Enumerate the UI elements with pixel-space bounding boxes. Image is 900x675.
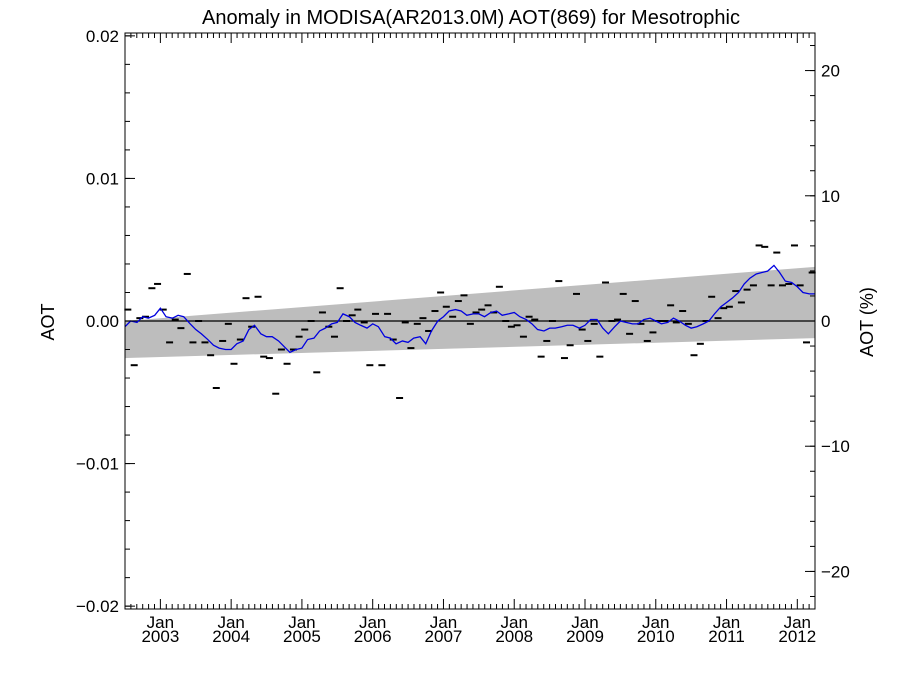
x-tick-year: 2010 — [637, 627, 675, 646]
plot-area — [124, 32, 816, 610]
x-tick-year: 2011 — [708, 627, 745, 646]
x-tick-year: 2004 — [212, 627, 250, 646]
x-tick-month: Jan — [359, 613, 386, 632]
anomaly-markers — [124, 244, 816, 399]
x-tick-month: Jan — [784, 613, 811, 632]
y-right-tick-label: 0 — [821, 312, 830, 331]
running-mean-line — [124, 264, 815, 354]
x-axis: Jan2003Jan2004Jan2005Jan2006Jan2007Jan20… — [124, 33, 816, 646]
y-axis-right-label: AOT (%) — [857, 287, 877, 357]
x-tick-year: 2008 — [495, 627, 533, 646]
x-tick-month: Jan — [642, 613, 669, 632]
y-right-tick-label: 10 — [821, 187, 840, 206]
y-tick-label: −0.01 — [76, 455, 119, 474]
x-tick-year: 2006 — [354, 627, 392, 646]
x-tick-month: Jan — [147, 613, 174, 632]
x-tick-year: 2012 — [778, 627, 816, 646]
trend-band — [125, 266, 815, 359]
x-tick-month: Jan — [713, 613, 740, 632]
y-axis-right: 20 10 0 −10 −20 — [805, 45, 850, 597]
y-tick-label: −0.02 — [76, 597, 119, 616]
y-tick-label: 0.01 — [86, 169, 119, 188]
y-tick-label: 0.02 — [86, 27, 119, 46]
x-tick-month: Jan — [571, 613, 598, 632]
chart-title: Anomaly in MODISA(AR2013.0M) AOT(869) fo… — [202, 7, 740, 29]
y-axis-left: 0.02 0.01 0.00 −0.01 −0.02 — [76, 27, 135, 616]
y-tick-label: 0.00 — [86, 312, 119, 331]
x-tick-year: 2003 — [141, 627, 179, 646]
y-right-tick-label: 20 — [821, 62, 840, 81]
x-tick-month: Jan — [217, 613, 244, 632]
x-tick-month: Jan — [288, 613, 315, 632]
x-tick-month: Jan — [430, 613, 457, 632]
y-axis-label: AOT — [38, 303, 58, 340]
y-right-tick-label: −10 — [821, 437, 850, 456]
x-tick-year: 2005 — [283, 627, 321, 646]
x-tick-month: Jan — [501, 613, 528, 632]
y-right-tick-label: −20 — [821, 562, 850, 581]
x-tick-year: 2009 — [566, 627, 604, 646]
x-tick-year: 2007 — [425, 627, 463, 646]
